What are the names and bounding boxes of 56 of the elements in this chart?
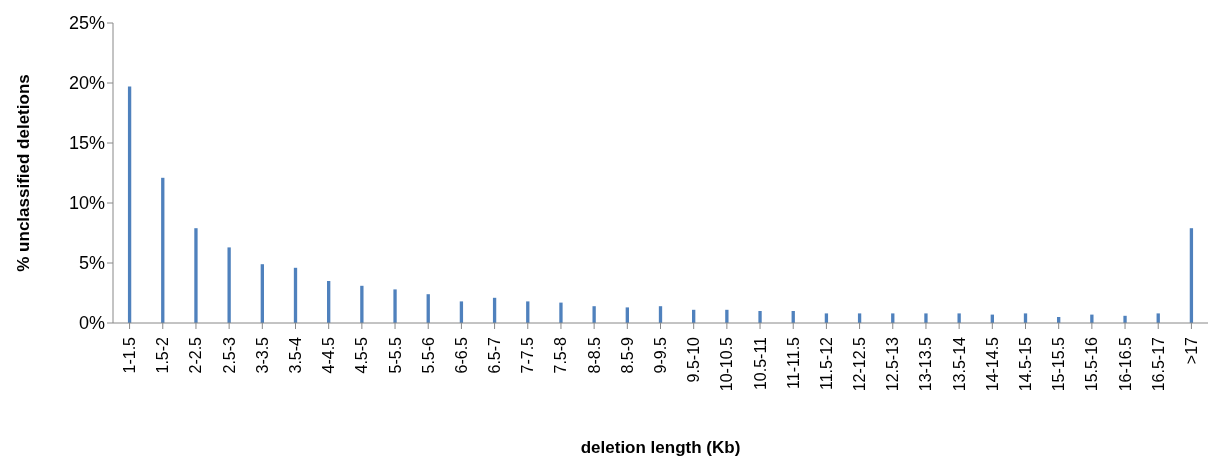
x-tick-label: 11.5-12	[817, 336, 835, 391]
bar	[360, 285, 364, 323]
y-tick-label: 10%	[68, 193, 105, 214]
bar	[1123, 315, 1127, 323]
x-tick-label: 15.5-16	[1083, 336, 1101, 392]
y-axis-title: % unclassified deletions	[14, 74, 34, 272]
x-tick-label: 2.5-3	[220, 336, 238, 374]
x-tick-label: 3-3.5	[253, 336, 271, 374]
bar	[393, 289, 397, 323]
x-tick-label: 7-7.5	[519, 336, 537, 374]
x-tick-label: 16.5-17	[1149, 336, 1167, 392]
x-tick-label: 6-6.5	[452, 336, 470, 374]
bar	[127, 86, 132, 323]
bar	[924, 313, 928, 323]
x-tick-label: 1-1.5	[121, 336, 139, 374]
x-tick-label: 13.5-14	[950, 336, 968, 392]
x-tick-label: 12-12.5	[851, 336, 869, 392]
x-tick-label: 12.5-13	[884, 336, 902, 392]
x-tick-label: 5-5.5	[386, 336, 404, 374]
bar	[1090, 314, 1094, 323]
bar	[194, 228, 198, 323]
x-tick-label: 7.5-8	[552, 336, 570, 374]
x-tick-label: 1.5-2	[154, 336, 172, 374]
x-tick-label: 9-9.5	[652, 336, 669, 374]
x-tick-label: 2-2.5	[187, 336, 205, 374]
y-tick-label: 25%	[68, 13, 105, 34]
x-tick-label: 16-16.5	[1116, 336, 1134, 392]
x-tick-label: >17	[1182, 336, 1200, 365]
x-tick-label: 4-4.5	[320, 336, 338, 374]
y-tick-label: 15%	[68, 133, 105, 154]
x-tick-label: 6.5-7	[486, 336, 504, 374]
x-tick-label: 10-10.5	[718, 336, 736, 392]
bar	[957, 313, 961, 323]
bar	[227, 247, 231, 323]
x-axis-title: deletion length (Kb)	[580, 438, 741, 457]
y-tick-label: 0%	[78, 313, 105, 334]
bar	[161, 177, 165, 323]
y-tick-label: 20%	[68, 73, 105, 94]
x-tick-label: 14.5-15	[1017, 336, 1034, 392]
x-tick-label: 13-13.5	[917, 336, 935, 392]
x-tick-label: 10.5-11	[751, 336, 769, 391]
x-tick-label: 8.5-9	[618, 336, 636, 374]
x-tick-label: 9.5-10	[685, 336, 703, 383]
x-tick-label: 4.5-5	[353, 336, 371, 374]
x-tick-label: 14-14.5	[983, 336, 1001, 392]
bar	[758, 311, 762, 323]
x-tick-label: 8-8.5	[585, 336, 603, 374]
x-tick-label: 15-15.5	[1050, 336, 1068, 392]
bar	[592, 306, 596, 323]
y-tick-label: 5%	[78, 253, 105, 274]
x-tick-label: 5.5-6	[419, 336, 437, 374]
x-tick-label: 11-11.5	[784, 336, 802, 389]
bar	[1189, 228, 1194, 323]
bar	[559, 302, 563, 323]
x-tick-label: 3.5-4	[287, 336, 304, 374]
bar	[725, 309, 729, 323]
